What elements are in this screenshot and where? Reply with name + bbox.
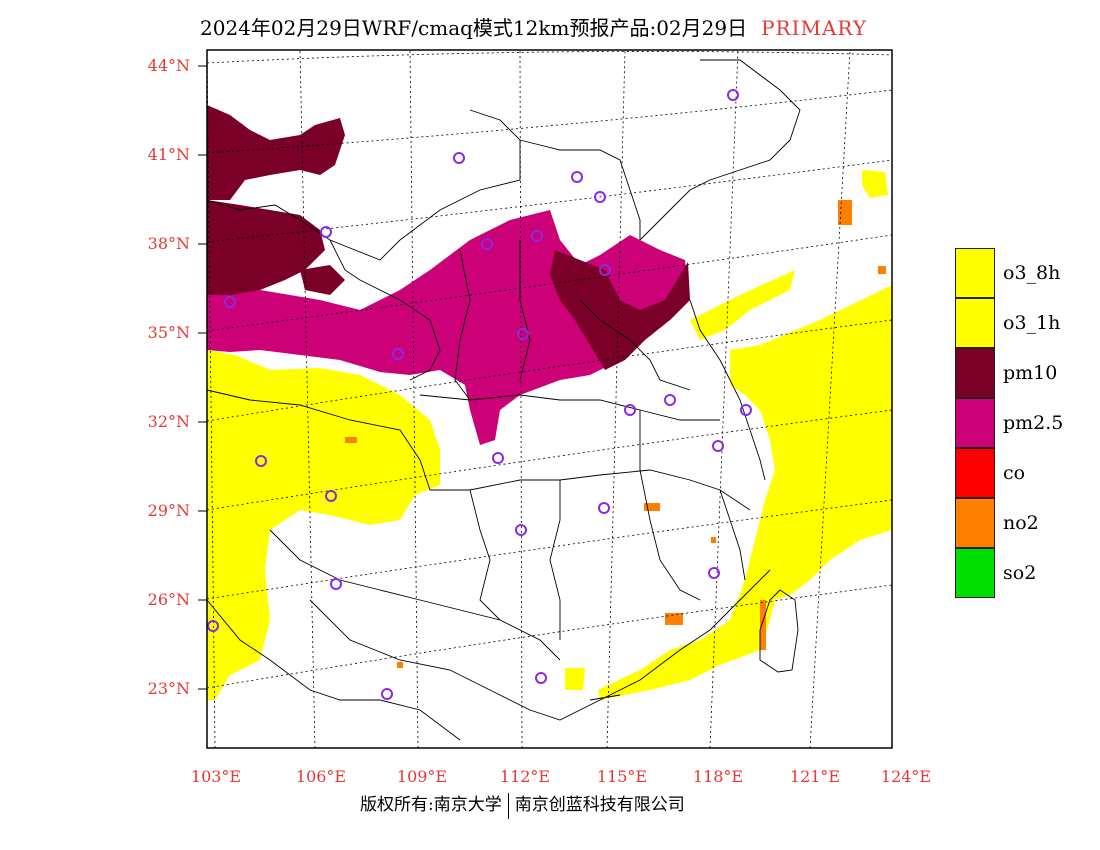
- title-text: 2024年02月29日WRF/cmaq模式12km预报产品:02月29日: [200, 16, 748, 40]
- legend-swatch: [955, 348, 995, 398]
- legend-swatch: [955, 398, 995, 448]
- longitude-label: 115°E: [597, 767, 647, 786]
- legend-label: o3_1h: [1003, 312, 1061, 334]
- latitude-label: 38°N: [148, 234, 190, 253]
- legend-label: so2: [1003, 562, 1037, 584]
- longitude-label: 103°E: [191, 767, 241, 786]
- latitude-label: 23°N: [148, 679, 190, 698]
- legend-swatch: [955, 498, 995, 548]
- province-boundaries: [206, 59, 801, 741]
- legend-label: pm2.5: [1003, 412, 1064, 434]
- longitude-label: 118°E: [693, 767, 743, 786]
- page-title: 2024年02月29日WRF/cmaq模式12km预报产品:02月29日 PRIM…: [200, 12, 867, 41]
- legend-swatch: [955, 298, 995, 348]
- pm10-region: [207, 105, 690, 370]
- latitude-label: 44°N: [148, 56, 190, 75]
- longitude-label: 112°E: [500, 767, 550, 786]
- latitude-axis: 44°N 41°N 38°N 35°N 32°N 29°N 26°N 23°N: [148, 56, 207, 698]
- latitude-label: 29°N: [148, 501, 190, 520]
- no2-patches: [345, 200, 886, 668]
- ozone-region: [207, 170, 892, 700]
- map-frame: [206, 49, 893, 749]
- legend-label: co: [1003, 462, 1026, 484]
- legend-label: pm10: [1003, 362, 1058, 384]
- latitude-label: 35°N: [148, 323, 190, 342]
- longitude-label: 124°E: [881, 767, 931, 786]
- legend-swatch: [955, 248, 995, 298]
- legend-label: no2: [1003, 512, 1039, 534]
- copyright-company: 南京创蓝科技有限公司: [514, 795, 685, 815]
- copyright-owner: 版权所有:南京大学: [360, 795, 502, 815]
- latitude-label: 32°N: [148, 412, 190, 431]
- legend-swatch: [955, 548, 995, 598]
- longitude-label: 106°E: [296, 767, 346, 786]
- longitude-axis: 103°E 106°E 109°E 112°E 115°E 118°E 121°E 124°E: [191, 767, 931, 786]
- longitude-label: 121°E: [790, 767, 840, 786]
- copyright-footer: 版权所有:南京大学 南京创蓝科技有限公司: [360, 790, 685, 819]
- title-tag: PRIMARY: [761, 16, 868, 40]
- longitude-label: 109°E: [397, 767, 447, 786]
- legend-label: o3_8h: [1003, 262, 1061, 284]
- footer-divider: [507, 792, 509, 819]
- latitude-label: 41°N: [148, 145, 190, 164]
- station-markers: [207, 89, 752, 700]
- latitude-label: 26°N: [148, 590, 190, 609]
- legend-swatch: [955, 448, 995, 498]
